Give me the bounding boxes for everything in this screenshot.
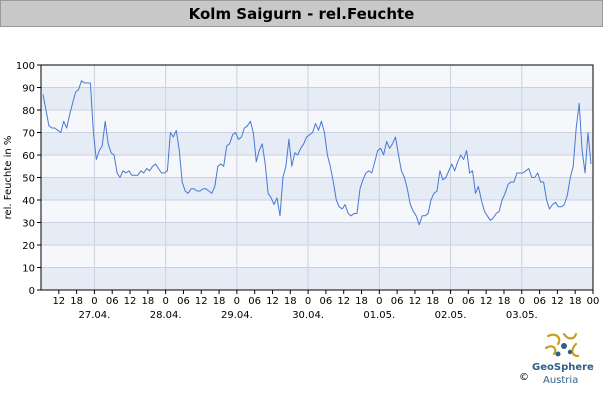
y-tick-label: 100	[16, 61, 35, 72]
logo-subtitle: Austria	[543, 375, 579, 386]
x-tick-label: 12	[266, 296, 279, 307]
x-tick-label: 12	[337, 296, 350, 307]
y-tick-label: 20	[22, 241, 35, 252]
x-date-label: 03.05.	[506, 310, 538, 321]
chart-band	[41, 87, 593, 110]
geosphere-logo-icon	[544, 332, 580, 358]
x-date-label: 29.04.	[221, 310, 253, 321]
chart-band	[41, 222, 593, 245]
x-tick-label: 18	[284, 296, 297, 307]
series-layer	[42, 80, 592, 226]
y-axis: 0 10 20 30 40 50 60 70 80 90 100	[16, 61, 41, 297]
y-tick-label: 90	[22, 84, 35, 95]
series-line	[42, 80, 592, 226]
x-tick-label: 12	[551, 296, 564, 307]
x-tick-label: 0	[162, 296, 168, 307]
y-tick-label: 0	[29, 286, 35, 297]
x-tick-label: 0	[519, 296, 525, 307]
x-tick-label: 18	[355, 296, 368, 307]
x-tick-label: 0	[447, 296, 453, 307]
y-tick-label: 30	[22, 219, 35, 230]
x-tick-label: 18	[426, 296, 439, 307]
chart-band	[41, 177, 593, 200]
x-tick-label: 0	[91, 296, 97, 307]
copyright-symbol: ©	[519, 372, 529, 383]
x-date-label: 27.04.	[79, 310, 111, 321]
title-bar: Kolm Saigurn - rel.Feuchte	[0, 0, 603, 27]
chart-title: Kolm Saigurn - rel.Feuchte	[188, 4, 415, 23]
x-tick-label: 06	[462, 296, 475, 307]
x-tick-label: 06	[248, 296, 261, 307]
chart-band	[41, 155, 593, 178]
logo-brand: GeoSphere	[532, 362, 594, 373]
x-tick-label: 12	[124, 296, 137, 307]
chart-band	[41, 245, 593, 268]
x-tick-label: 06	[391, 296, 404, 307]
y-tick-label: 80	[22, 106, 35, 117]
y-tick-label: 70	[22, 129, 35, 140]
x-tick-label: 00	[587, 296, 600, 307]
chart-band	[41, 200, 593, 223]
y-axis-label: rel. Feuchte in %	[3, 136, 14, 220]
chart-bands	[41, 65, 593, 290]
x-date-label: 30.04.	[292, 310, 324, 321]
x-tick-label: 18	[141, 296, 154, 307]
y-tick-label: 50	[22, 174, 35, 185]
x-tick-label: 06	[320, 296, 333, 307]
x-tick-label: 18	[213, 296, 226, 307]
chart-band	[41, 132, 593, 155]
x-tick-label: 12	[409, 296, 422, 307]
x-tick-label: 0	[376, 296, 382, 307]
x-date-label: 28.04.	[150, 310, 182, 321]
y-tick-label: 10	[22, 264, 35, 275]
x-tick-label: 12	[52, 296, 65, 307]
x-tick-label: 12	[195, 296, 208, 307]
x-tick-label: 0	[234, 296, 240, 307]
chart-band	[41, 65, 593, 88]
x-tick-label: 06	[106, 296, 119, 307]
x-tick-label: 18	[498, 296, 511, 307]
x-axis: 12 18 0 06 12 18 0 06 12 18 0 06 12 18 0 06 12 18 0 06 12 18 0…	[52, 290, 599, 321]
x-tick-label: 12	[480, 296, 493, 307]
x-tick-label: 18	[70, 296, 83, 307]
chart-band	[41, 267, 593, 290]
x-date-label: 02.05.	[435, 310, 467, 321]
x-tick-label: 06	[177, 296, 190, 307]
chart-band	[41, 110, 593, 133]
y-tick-label: 60	[22, 151, 35, 162]
y-tick-label: 40	[22, 196, 35, 207]
x-tick-label: 0	[305, 296, 311, 307]
x-tick-label: 18	[569, 296, 582, 307]
x-tick-label: 06	[533, 296, 546, 307]
x-date-label: 01.05.	[363, 310, 395, 321]
